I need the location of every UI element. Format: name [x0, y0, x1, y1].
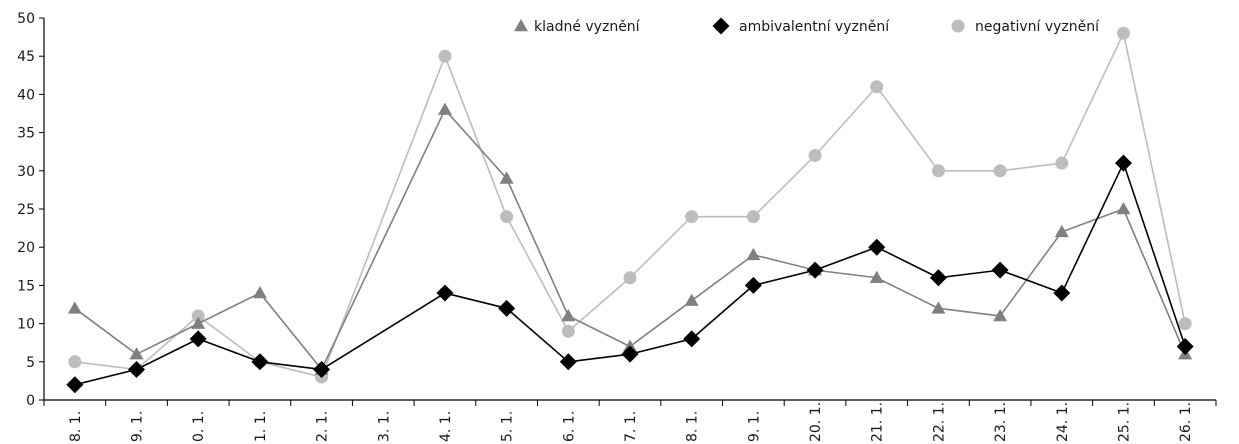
legend-item: kladné vyznění	[514, 19, 641, 35]
triangle-marker	[67, 301, 82, 314]
y-tick-label: 10	[17, 317, 35, 333]
legend: kladné vyznění ambivalentní vyznění negati…	[514, 17, 1100, 35]
legend-item: ambivalentní vyznění	[712, 17, 890, 35]
y-tick-label: 25	[17, 202, 35, 218]
diamond-marker	[189, 330, 207, 348]
x-tick-label: 21. 1.	[870, 402, 886, 442]
circle-marker	[500, 210, 514, 224]
diamond-marker	[128, 360, 146, 378]
triangle-marker	[561, 308, 576, 322]
x-tick-label: 20. 1.	[808, 402, 824, 442]
x-tick-label: 7. 1.	[623, 411, 639, 442]
series-diamond	[66, 154, 1194, 394]
triangle-marker	[129, 347, 144, 360]
legend-item: negativní vyznění	[951, 19, 1100, 35]
legend-diamond-marker	[712, 17, 730, 35]
circle-marker	[993, 164, 1007, 178]
triangle-marker	[931, 301, 946, 314]
x-tick-label: 0. 1.	[191, 411, 207, 442]
diamond-marker	[436, 284, 454, 302]
series-line	[74, 32, 1186, 378]
legend-label: ambivalentní vyznění	[739, 19, 890, 35]
x-tick-label: 24. 1.	[1055, 402, 1071, 442]
diamond-marker	[621, 345, 639, 363]
circle-marker	[808, 149, 822, 163]
x-tick-label: 26. 1.	[1178, 402, 1194, 442]
circle-marker	[870, 80, 884, 94]
diamond-marker	[806, 261, 824, 279]
x-tick-label: 9. 1.	[130, 411, 146, 442]
legend-label: negativní vyznění	[975, 19, 1100, 35]
series-line	[74, 108, 1186, 371]
diamond-marker	[744, 276, 762, 294]
series-triangle	[67, 102, 1193, 375]
diamond-marker	[251, 353, 269, 371]
circle-marker	[191, 309, 205, 323]
triangle-marker	[993, 308, 1008, 322]
circle-marker	[561, 324, 575, 338]
y-tick-label: 35	[17, 126, 35, 142]
diamond-marker	[498, 299, 516, 317]
series-layer	[66, 26, 1194, 394]
triangle-marker	[869, 270, 884, 284]
circle-marker	[68, 355, 82, 369]
x-tick-label: 4. 1.	[438, 411, 454, 442]
y-tick-label: 5	[26, 355, 35, 371]
circle-marker	[1055, 156, 1069, 170]
x-tick-label: 5. 1.	[500, 411, 516, 442]
x-tick-label: 6. 1.	[561, 411, 577, 442]
circle-marker	[931, 164, 945, 178]
x-tick-label: 25. 1.	[1116, 402, 1132, 442]
legend-triangle-marker	[514, 19, 528, 32]
diamond-marker	[313, 360, 331, 378]
x-tick-label: 22. 1.	[931, 402, 947, 442]
triangle-marker	[437, 102, 452, 115]
triangle-marker	[684, 293, 699, 306]
triangle-marker	[1116, 202, 1131, 215]
x-tick-label: 23. 1.	[993, 402, 1009, 442]
x-tick-label: 3. 1.	[376, 411, 392, 442]
x-tick-label: 1. 1.	[253, 411, 269, 442]
triangle-marker	[623, 339, 637, 352]
y-tick-label: 50	[17, 11, 35, 27]
diamond-marker	[1114, 154, 1132, 172]
series-line	[74, 162, 1186, 386]
triangle-marker	[191, 316, 206, 329]
circle-marker	[685, 210, 699, 224]
x-tick-label: 8. 1.	[68, 411, 84, 442]
circle-marker	[1116, 26, 1130, 40]
circle-marker	[1178, 317, 1192, 331]
legend-label: kladné vyznění	[534, 19, 641, 35]
y-tick-label: 20	[17, 240, 35, 256]
diamond-marker	[1176, 338, 1194, 356]
triangle-marker	[252, 286, 267, 299]
triangle-marker	[1054, 224, 1069, 238]
y-tick-label: 15	[17, 278, 35, 294]
diamond-marker	[66, 376, 84, 394]
triangle-marker	[499, 171, 514, 184]
diamond-marker	[991, 261, 1009, 279]
x-tick-label: 8. 1.	[685, 411, 701, 442]
series-circle	[68, 26, 1192, 384]
circle-marker	[438, 49, 452, 63]
diamond-marker	[1053, 284, 1071, 302]
x-tick-label: 9. 1.	[746, 411, 762, 442]
y-tick-label: 45	[17, 49, 35, 65]
diamond-marker	[683, 330, 701, 348]
y-tick-label: 0	[26, 393, 35, 409]
x-tick-label: 2. 1.	[315, 411, 331, 442]
circle-marker	[623, 271, 637, 285]
legend-circle-marker	[951, 19, 965, 33]
y-axis: 0 5 10 15 20 25 30 35 40 45 50	[17, 11, 45, 409]
triangle-marker	[746, 247, 761, 261]
diamond-marker	[868, 238, 886, 256]
x-axis: 8. 1. 9. 1. 0. 1. 1. 1. 2. 1. 3. 1. 4. 1. 5. 1.…	[43, 399, 1217, 442]
circle-marker	[746, 210, 760, 224]
y-tick-label: 40	[17, 87, 35, 103]
diamond-marker	[559, 353, 577, 371]
diamond-marker	[929, 269, 947, 287]
y-tick-label: 30	[17, 164, 35, 180]
